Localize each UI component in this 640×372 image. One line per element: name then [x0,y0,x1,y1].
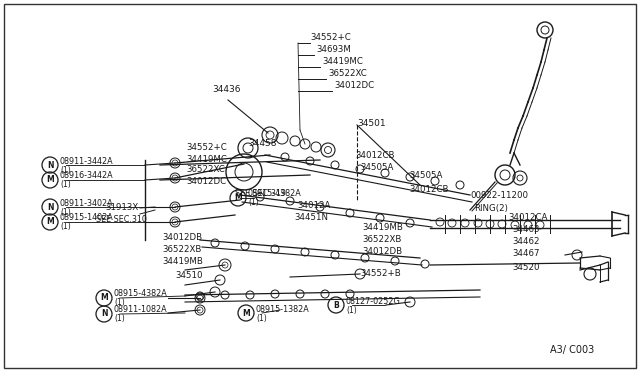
Text: 36522XC: 36522XC [328,70,367,78]
Text: 34505A: 34505A [409,171,442,180]
Text: 34419MB: 34419MB [162,257,203,266]
Text: 08911-3402A: 08911-3402A [60,199,114,208]
Text: (1): (1) [60,208,71,217]
Text: 34012CB: 34012CB [355,151,394,160]
Text: B: B [333,301,339,310]
Text: (1): (1) [346,305,356,314]
Text: (1): (1) [256,314,267,323]
Text: 34012A: 34012A [297,201,330,209]
Text: 34419MB: 34419MB [362,224,403,232]
Text: 34552+C: 34552+C [310,33,351,42]
Text: N: N [47,160,53,170]
Text: 34505A: 34505A [360,163,394,171]
Text: SEE SEC.310: SEE SEC.310 [96,215,147,224]
Text: 08915-1382A: 08915-1382A [256,305,310,314]
Text: A3/ C003: A3/ C003 [550,345,595,355]
Text: RING(2): RING(2) [474,203,508,212]
Text: 08916-3442A: 08916-3442A [60,171,114,180]
Text: 34520: 34520 [512,263,540,273]
Text: M: M [46,176,54,185]
Text: 34501: 34501 [357,119,386,128]
Text: (1): (1) [114,314,125,324]
Text: 34436: 34436 [212,86,241,94]
Text: N: N [47,202,53,212]
Text: (1): (1) [60,180,71,189]
Text: 34012CB: 34012CB [409,185,449,193]
Text: 34467: 34467 [512,250,540,259]
Text: 34012DC: 34012DC [186,176,226,186]
Text: M: M [234,193,242,202]
Text: 34012DB: 34012DB [162,234,202,243]
Text: 34552+C: 34552+C [186,144,227,153]
Text: 08915-4382A: 08915-4382A [114,289,168,298]
Text: 34012CA: 34012CA [508,214,547,222]
Text: (1): (1) [248,199,259,208]
Text: 36522XC: 36522XC [186,166,225,174]
Text: 08911-1082A: 08911-1082A [114,305,168,314]
Text: SEE SEC.319: SEE SEC.319 [235,189,286,198]
Text: 08915-1402A: 08915-1402A [60,214,114,222]
Text: 31913X: 31913X [105,203,138,212]
Text: M: M [100,294,108,302]
Text: 08911-3442A: 08911-3442A [60,157,114,166]
Text: 34510: 34510 [175,270,202,279]
Text: M: M [46,218,54,227]
Text: 08127-0252G: 08127-0252G [346,296,401,305]
Text: N: N [100,310,108,318]
Text: 34451N: 34451N [294,212,328,221]
Text: (1): (1) [60,222,71,231]
Text: 08915-4382A: 08915-4382A [248,189,301,199]
Text: 36522XB: 36522XB [162,246,202,254]
Text: M: M [242,308,250,317]
Text: (1): (1) [60,166,71,174]
Text: 34462: 34462 [512,237,540,247]
Text: (1): (1) [114,298,125,308]
Text: 36522XB: 36522XB [362,235,401,244]
Text: 34012DC: 34012DC [334,81,374,90]
Text: 34419MC: 34419MC [186,154,227,164]
Text: 00922-11200: 00922-11200 [470,192,528,201]
Text: 34012DB: 34012DB [362,247,402,257]
Text: 34693M: 34693M [316,45,351,55]
Text: 34458: 34458 [248,138,276,148]
Text: 34552+B: 34552+B [360,269,401,279]
Text: 34463: 34463 [512,225,540,234]
Text: 34419MC: 34419MC [322,58,363,67]
